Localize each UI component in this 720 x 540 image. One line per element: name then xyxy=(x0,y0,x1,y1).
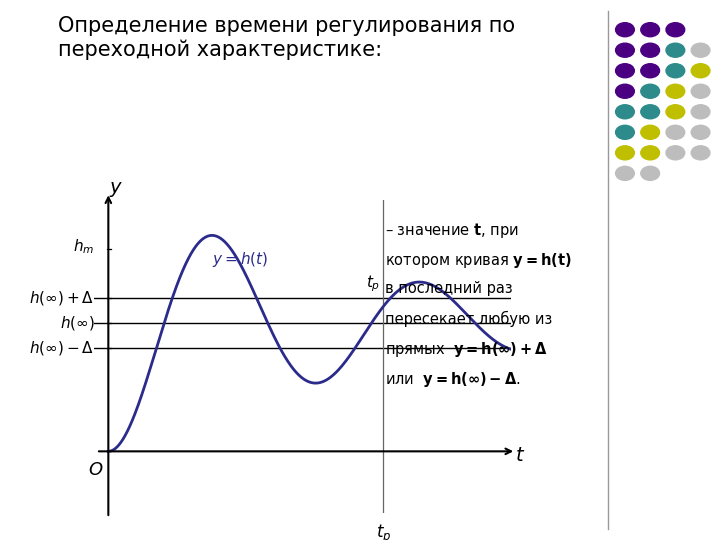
Text: $y = h(t)$: $y = h(t)$ xyxy=(212,250,268,269)
Text: котором кривая $\mathbf{y = h(t)}$: котором кривая $\mathbf{y = h(t)}$ xyxy=(385,251,572,270)
Text: $t$: $t$ xyxy=(515,446,525,464)
Text: $h(\infty)+\Delta$: $h(\infty)+\Delta$ xyxy=(30,289,94,307)
Text: $t_p$: $t_p$ xyxy=(366,273,379,294)
Text: $h(\infty)-\Delta$: $h(\infty)-\Delta$ xyxy=(30,339,94,357)
Text: $–$ значение $\mathbf{t}$, при: $–$ значение $\mathbf{t}$, при xyxy=(385,221,519,240)
Text: Определение времени регулирования по
переходной характеристике:: Определение времени регулирования по пер… xyxy=(58,16,515,60)
Text: или  $\mathbf{y = h(\infty)-\Delta}.$: или $\mathbf{y = h(\infty)-\Delta}.$ xyxy=(385,370,521,389)
Text: пересекает любую из: пересекает любую из xyxy=(385,310,552,327)
Text: $t_p$: $t_p$ xyxy=(376,523,391,540)
Text: прямых  $\mathbf{y = h(\infty)+\Delta}$: прямых $\mathbf{y = h(\infty)+\Delta}$ xyxy=(385,340,548,359)
Text: $O$: $O$ xyxy=(89,461,104,479)
Text: в последний раз: в последний раз xyxy=(385,281,513,296)
Text: $y$: $y$ xyxy=(109,180,123,199)
Text: $h(\infty)$: $h(\infty)$ xyxy=(60,314,94,332)
Text: $h_m$: $h_m$ xyxy=(73,237,94,256)
